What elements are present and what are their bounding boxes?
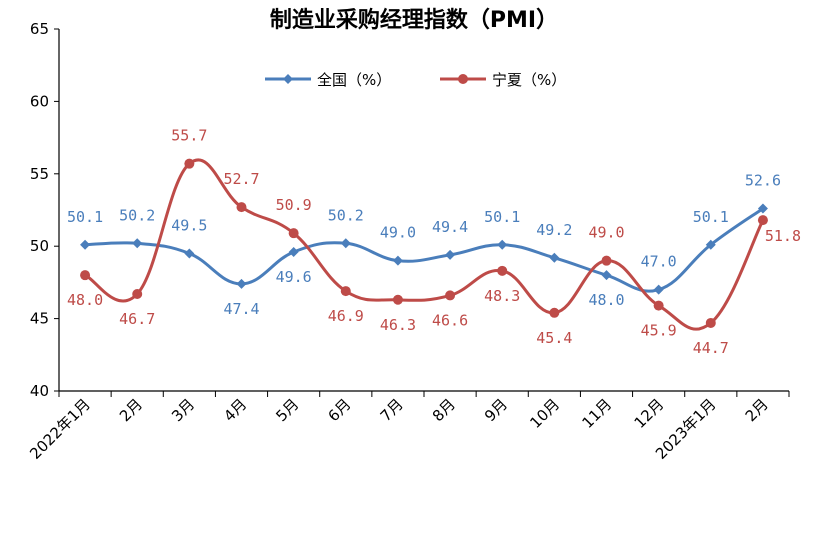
- series-layer: [80, 158, 768, 331]
- y-tick-label: 65: [30, 20, 49, 38]
- data-point: [601, 270, 612, 281]
- data-point: [549, 252, 560, 263]
- chart-title: 制造业采购经理指数（PMI）: [270, 7, 558, 33]
- x-tick-label: 3月: [168, 395, 198, 425]
- legend: 全国（%） 宁夏（%）: [265, 71, 566, 89]
- data-label: 50.1: [693, 208, 729, 226]
- data-label: 49.5: [171, 216, 207, 234]
- y-tick-label: 55: [30, 165, 49, 183]
- data-label: 49.0: [380, 224, 416, 242]
- legend-marker: [283, 74, 293, 84]
- data-point: [757, 215, 768, 226]
- data-point: [288, 246, 299, 257]
- x-tick-label: 2022年1月: [26, 395, 94, 463]
- data-point: [340, 238, 351, 249]
- data-label: 51.8: [765, 227, 801, 245]
- data-label: 52.6: [745, 172, 781, 190]
- data-point: [184, 158, 195, 169]
- data-point: [549, 307, 560, 318]
- data-label: 47.0: [641, 253, 677, 271]
- data-label: 48.0: [588, 291, 624, 309]
- data-label: 49.6: [276, 268, 312, 286]
- x-tick-label: 11月: [578, 395, 615, 432]
- legend-marker: [458, 74, 468, 84]
- data-label: 50.2: [328, 206, 364, 224]
- x-tick-label: 10月: [526, 395, 563, 432]
- data-point: [705, 239, 716, 250]
- data-point: [601, 255, 612, 266]
- data-label: 45.4: [536, 329, 572, 347]
- data-point: [497, 265, 508, 276]
- data-label: 48.0: [67, 291, 103, 309]
- x-tick-label: 8月: [429, 395, 459, 425]
- x-tick-label: 12月: [631, 395, 668, 432]
- data-point: [497, 239, 508, 250]
- x-tick-label: 2月: [742, 395, 772, 425]
- data-label: 50.1: [67, 208, 103, 226]
- legend-label: 宁夏（%）: [492, 71, 566, 89]
- x-tick-label: 4月: [220, 395, 250, 425]
- data-point: [288, 228, 299, 239]
- data-point: [392, 255, 403, 266]
- data-label: 45.9: [641, 322, 677, 340]
- data-label: 49.0: [588, 224, 624, 242]
- data-label: 50.9: [276, 196, 312, 214]
- data-label: 50.2: [119, 206, 155, 224]
- data-point: [236, 278, 247, 289]
- data-label: 46.7: [119, 310, 155, 328]
- data-point: [757, 203, 768, 214]
- legend-label: 全国（%）: [317, 71, 391, 89]
- data-point: [392, 294, 403, 305]
- data-label: 46.6: [432, 311, 468, 329]
- data-label: 50.1: [484, 208, 520, 226]
- x-tick-label: 2月: [116, 395, 146, 425]
- data-label: 55.7: [171, 127, 207, 145]
- data-label: 48.3: [484, 287, 520, 305]
- y-tick-label: 45: [30, 310, 49, 328]
- data-label: 44.7: [693, 339, 729, 357]
- data-point: [184, 248, 195, 259]
- data-label: 49.2: [536, 221, 572, 239]
- data-label: 52.7: [223, 170, 259, 188]
- data-point: [653, 300, 664, 311]
- y-tick-label: 60: [30, 92, 49, 110]
- data-point: [236, 202, 247, 213]
- data-point: [340, 286, 351, 297]
- data-point: [80, 239, 91, 250]
- data-point: [132, 238, 143, 249]
- data-label: 49.4: [432, 218, 468, 236]
- x-tick-label: 9月: [481, 395, 511, 425]
- x-tick-label: 7月: [377, 395, 407, 425]
- data-point: [445, 290, 456, 301]
- x-tick-label: 6月: [325, 395, 355, 425]
- data-label: 46.3: [380, 316, 416, 334]
- data-point: [80, 270, 91, 281]
- data-point: [705, 317, 716, 328]
- x-tick-label: 5月: [272, 395, 302, 425]
- data-labels-layer: 50.1 50.2 49.5 47.4 49.6 50.2 49.0 49.4 50.1 49.2…: [67, 127, 801, 357]
- data-point: [132, 288, 143, 299]
- data-label: 46.9: [328, 307, 364, 325]
- y-tick-label: 40: [30, 382, 49, 400]
- y-tick-label: 50: [30, 237, 49, 255]
- data-point: [653, 284, 664, 295]
- data-label: 47.4: [223, 300, 259, 318]
- data-point: [445, 249, 456, 260]
